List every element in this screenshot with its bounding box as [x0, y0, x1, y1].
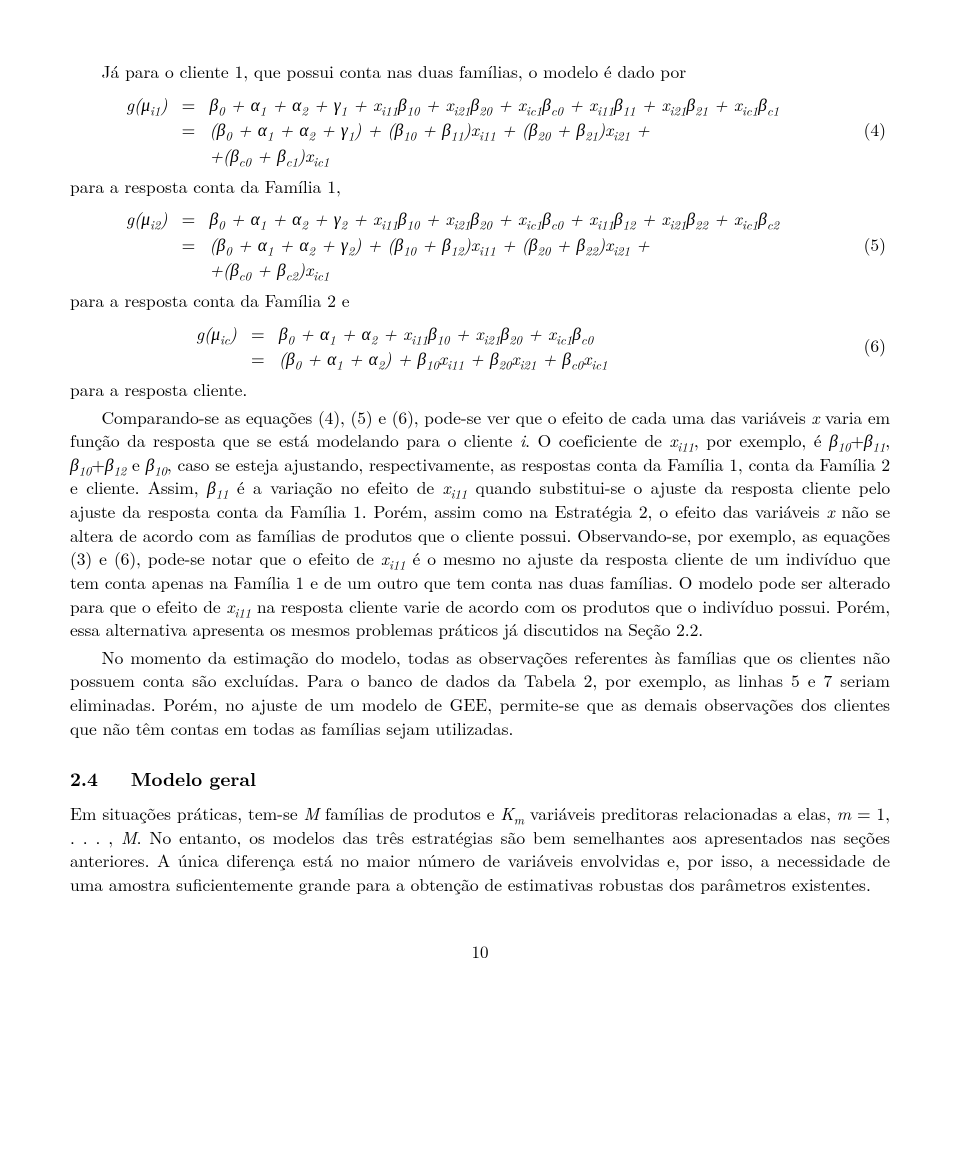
section-heading: 2.4 Modelo geral	[70, 766, 890, 792]
paragraph-geral: Em situações práticas, tem-se M famílias…	[70, 802, 890, 897]
equation-5: g(μi2) = β0 + α1 + α2 + γ2 + xi11β10 + x…	[120, 206, 785, 283]
equation-4-block: g(μi1) = β0 + α1 + α2 + γ1 + xi11β10 + x…	[70, 92, 890, 169]
section-number: 2.4	[70, 764, 98, 792]
eq4-lhs: g(μi1)	[120, 92, 173, 118]
paragraph-fam2: para a resposta conta da Família 2 e	[70, 289, 890, 313]
eq5-rhs-1: β0 + α1 + α2 + γ2 + xi11β10 + xi21β20 + …	[203, 206, 785, 232]
eq4-rhs-2: (β0 + α1 + α2 + γ1) + (β10 + β11)xi11 + …	[203, 117, 785, 143]
eq6-rhs-1: β0 + α1 + α2 + xi11β10 + xi21β20 + xic1β…	[273, 321, 614, 347]
eq4-rhs-3: +(βc0 + βc1)xic1	[203, 143, 785, 169]
eq5-rhs-3: +(βc0 + βc2)xic1	[203, 257, 785, 283]
eq5-number: (5)	[846, 233, 890, 257]
paragraph-cliente: para a resposta cliente.	[70, 378, 890, 402]
equation-6-block: g(μic) = β0 + α1 + α2 + xi11β10 + xi21β2…	[70, 321, 890, 372]
eq4-rhs-1: β0 + α1 + α2 + γ1 + xi11β10 + xi21β20 + …	[203, 92, 785, 118]
page-number: 10	[70, 940, 890, 963]
paragraph-momento: No momento da estimação do modelo, todas…	[70, 646, 890, 741]
equation-4: g(μi1) = β0 + α1 + α2 + γ1 + xi11β10 + x…	[120, 92, 785, 169]
equation-6: g(μic) = β0 + α1 + α2 + xi11β10 + xi21β2…	[190, 321, 613, 372]
eq5-lhs: g(μi2)	[120, 206, 173, 232]
paragraph-comparando: Comparando-se as equações (4), (5) e (6)…	[70, 406, 890, 642]
section-title: Modelo geral	[131, 764, 256, 792]
eq6-lhs: g(μic)	[190, 321, 243, 347]
equation-5-block: g(μi2) = β0 + α1 + α2 + γ2 + xi11β10 + x…	[70, 206, 890, 283]
paragraph-fam1: para a resposta conta da Família 1,	[70, 175, 890, 199]
paragraph-intro: Já para o cliente 1, que possui conta na…	[70, 60, 890, 84]
eq6-number: (6)	[846, 334, 890, 358]
eq5-rhs-2: (β0 + α1 + α2 + γ2) + (β10 + β12)xi11 + …	[203, 232, 785, 258]
eq4-number: (4)	[846, 118, 890, 142]
eq6-rhs-2: (β0 + α1 + α2) + β10xi11 + β20xi21 + βc0…	[273, 346, 614, 372]
